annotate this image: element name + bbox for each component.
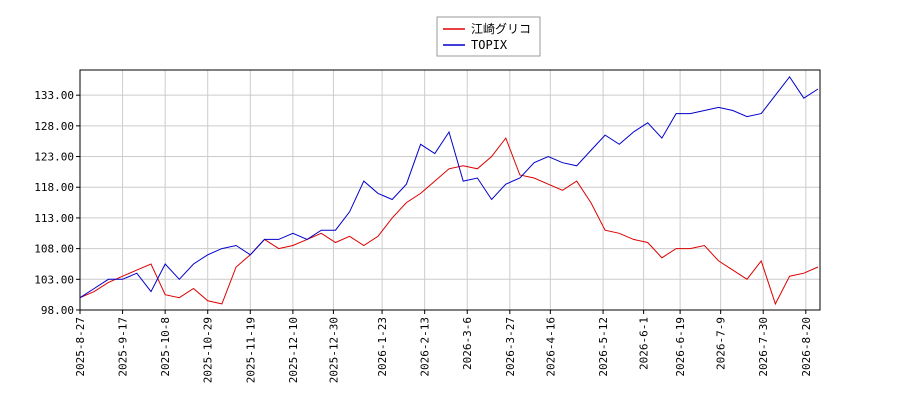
y-tick-label: 113.00 — [34, 212, 74, 225]
x-tick-label: 2026-4-16 — [544, 317, 557, 377]
y-tick-label: 118.00 — [34, 181, 74, 194]
y-tick-label: 128.00 — [34, 120, 74, 133]
series-line — [79, 137, 819, 306]
x-tick-label: 2026-6-1 — [638, 317, 651, 370]
plot-frame — [79, 69, 821, 311]
y-tick-label: 133.00 — [34, 89, 74, 102]
x-tick-label: 2025-10-8 — [159, 317, 172, 377]
x-tick-label: 2026-3-27 — [504, 317, 517, 377]
x-tick-label: 2026-5-12 — [597, 317, 610, 377]
x-tick-label: 2026-3-6 — [461, 317, 474, 370]
y-tick-label: 123.00 — [34, 151, 74, 164]
x-tick-label: 2025-9-17 — [117, 317, 130, 377]
y-tick-label: 108.00 — [34, 243, 74, 256]
series-line — [79, 75, 819, 299]
x-tick-label: 2026-1-23 — [376, 317, 389, 377]
legend-box — [436, 16, 541, 57]
y-tick-label: 98.00 — [41, 304, 74, 317]
y-tick-label: 103.00 — [34, 273, 74, 286]
legend-label: 江崎グリコ — [471, 22, 531, 36]
x-tick-label: 2025-10-29 — [202, 317, 215, 383]
x-tick-label: 2025-12-10 — [287, 317, 300, 383]
x-tick-label: 2025-11-19 — [244, 317, 257, 383]
x-tick-label: 2025-12-30 — [327, 317, 340, 383]
x-tick-label: 2026-6-19 — [674, 317, 687, 377]
x-tick-label: 2026-8-20 — [800, 317, 813, 377]
x-tick-label: 2025-8-27 — [74, 317, 87, 377]
x-tick-label: 2026-7-30 — [757, 317, 770, 377]
legend-label: TOPIX — [471, 38, 508, 52]
x-tick-label: 2026-2-13 — [419, 317, 432, 377]
legend: 江崎グリコ TOPIX — [436, 16, 541, 57]
x-tick-label: 2026-7-9 — [715, 317, 728, 370]
